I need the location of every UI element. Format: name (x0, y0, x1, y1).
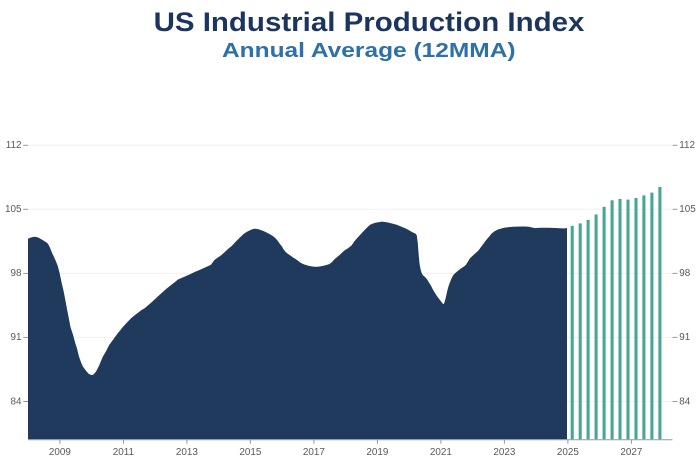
svg-text:2021: 2021 (430, 447, 452, 458)
svg-text:112: 112 (6, 140, 22, 151)
svg-text:105: 105 (679, 204, 696, 215)
svg-text:84: 84 (11, 396, 22, 407)
svg-text:2015: 2015 (239, 447, 261, 458)
svg-text:98: 98 (11, 268, 22, 279)
svg-text:112: 112 (679, 140, 695, 151)
svg-text:91: 91 (679, 332, 690, 343)
svg-text:91: 91 (11, 332, 22, 343)
svg-text:2025: 2025 (557, 447, 579, 458)
svg-text:2027: 2027 (620, 447, 642, 458)
svg-text:2017: 2017 (303, 447, 325, 458)
svg-text:98: 98 (679, 268, 690, 279)
svg-text:2019: 2019 (366, 447, 388, 458)
svg-text:2009: 2009 (49, 447, 71, 458)
svg-text:2013: 2013 (176, 447, 198, 458)
svg-text:2011: 2011 (113, 447, 135, 458)
svg-text:84: 84 (679, 396, 690, 407)
svg-text:2023: 2023 (493, 447, 515, 458)
svg-text:105: 105 (5, 204, 22, 215)
